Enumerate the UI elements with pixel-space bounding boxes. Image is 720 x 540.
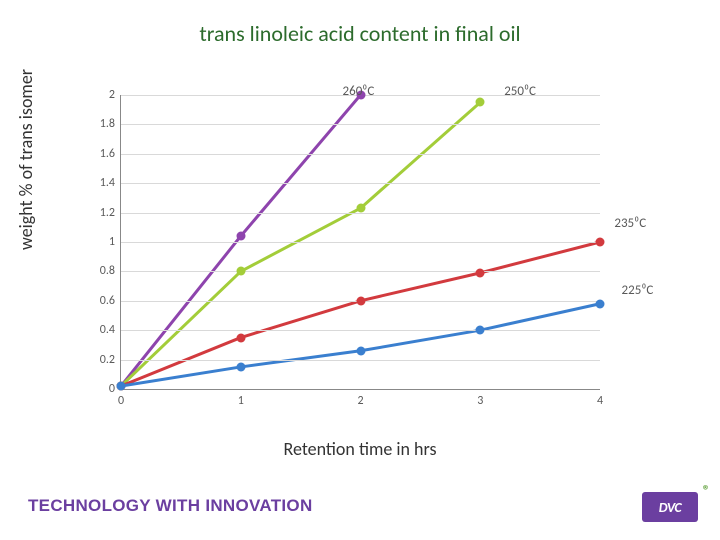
series-marker [236, 267, 245, 276]
logo-box: DVC [642, 492, 698, 522]
logo-registered-icon: ® [703, 482, 710, 499]
gridline [121, 360, 600, 361]
x-tick-label: 2 [357, 389, 363, 408]
series-marker [596, 299, 605, 308]
plot-area: 00.20.40.60.811.21.41.61.8201234260⁰C250… [120, 95, 600, 390]
y-tick-label: 1.8 [100, 117, 121, 131]
series-marker [356, 296, 365, 305]
y-tick-label: 0.8 [100, 264, 121, 278]
logo: DVC ® [642, 492, 698, 522]
x-tick-label: 3 [477, 389, 483, 408]
series-label: 235⁰C [614, 216, 646, 231]
series-marker [356, 346, 365, 355]
chart: 00.20.40.60.811.21.41.61.8201234260⁰C250… [80, 85, 610, 415]
gridline [121, 242, 600, 243]
series-line [121, 102, 480, 386]
y-tick-label: 1.2 [100, 206, 121, 220]
series-label: 250⁰C [504, 84, 536, 99]
x-axis-label: Retention time in hrs [0, 438, 720, 460]
series-marker [476, 268, 485, 277]
series-marker [596, 238, 605, 247]
y-tick-label: 0.2 [100, 353, 121, 367]
series-marker [476, 326, 485, 335]
gridline [121, 124, 600, 125]
gridline [121, 183, 600, 184]
series-marker [356, 204, 365, 213]
y-tick-label: 1 [109, 235, 121, 249]
y-tick-label: 0.4 [100, 323, 121, 337]
series-label: 260⁰C [343, 84, 375, 99]
series-marker [236, 232, 245, 241]
y-tick-label: 0.6 [100, 294, 121, 308]
gridline [121, 330, 600, 331]
footer-tagline: TECHNOLOGY WITH INNOVATION [28, 496, 313, 516]
series-marker [236, 333, 245, 342]
x-tick-label: 1 [238, 389, 244, 408]
series-label: 225⁰C [622, 283, 654, 298]
x-tick-label: 0 [118, 389, 124, 408]
series-line [121, 242, 600, 386]
y-tick-label: 2 [109, 88, 121, 102]
y-axis-label: weight % of trans isomer [15, 69, 37, 250]
y-tick-label: 1.6 [100, 147, 121, 161]
x-tick-label: 4 [597, 389, 603, 408]
gridline [121, 213, 600, 214]
series-marker [476, 98, 485, 107]
gridline [121, 271, 600, 272]
series-marker [236, 362, 245, 371]
chart-title: trans linoleic acid content in final oil [0, 20, 720, 47]
series-marker [117, 382, 126, 391]
y-tick-label: 1.4 [100, 176, 121, 190]
gridline [121, 154, 600, 155]
